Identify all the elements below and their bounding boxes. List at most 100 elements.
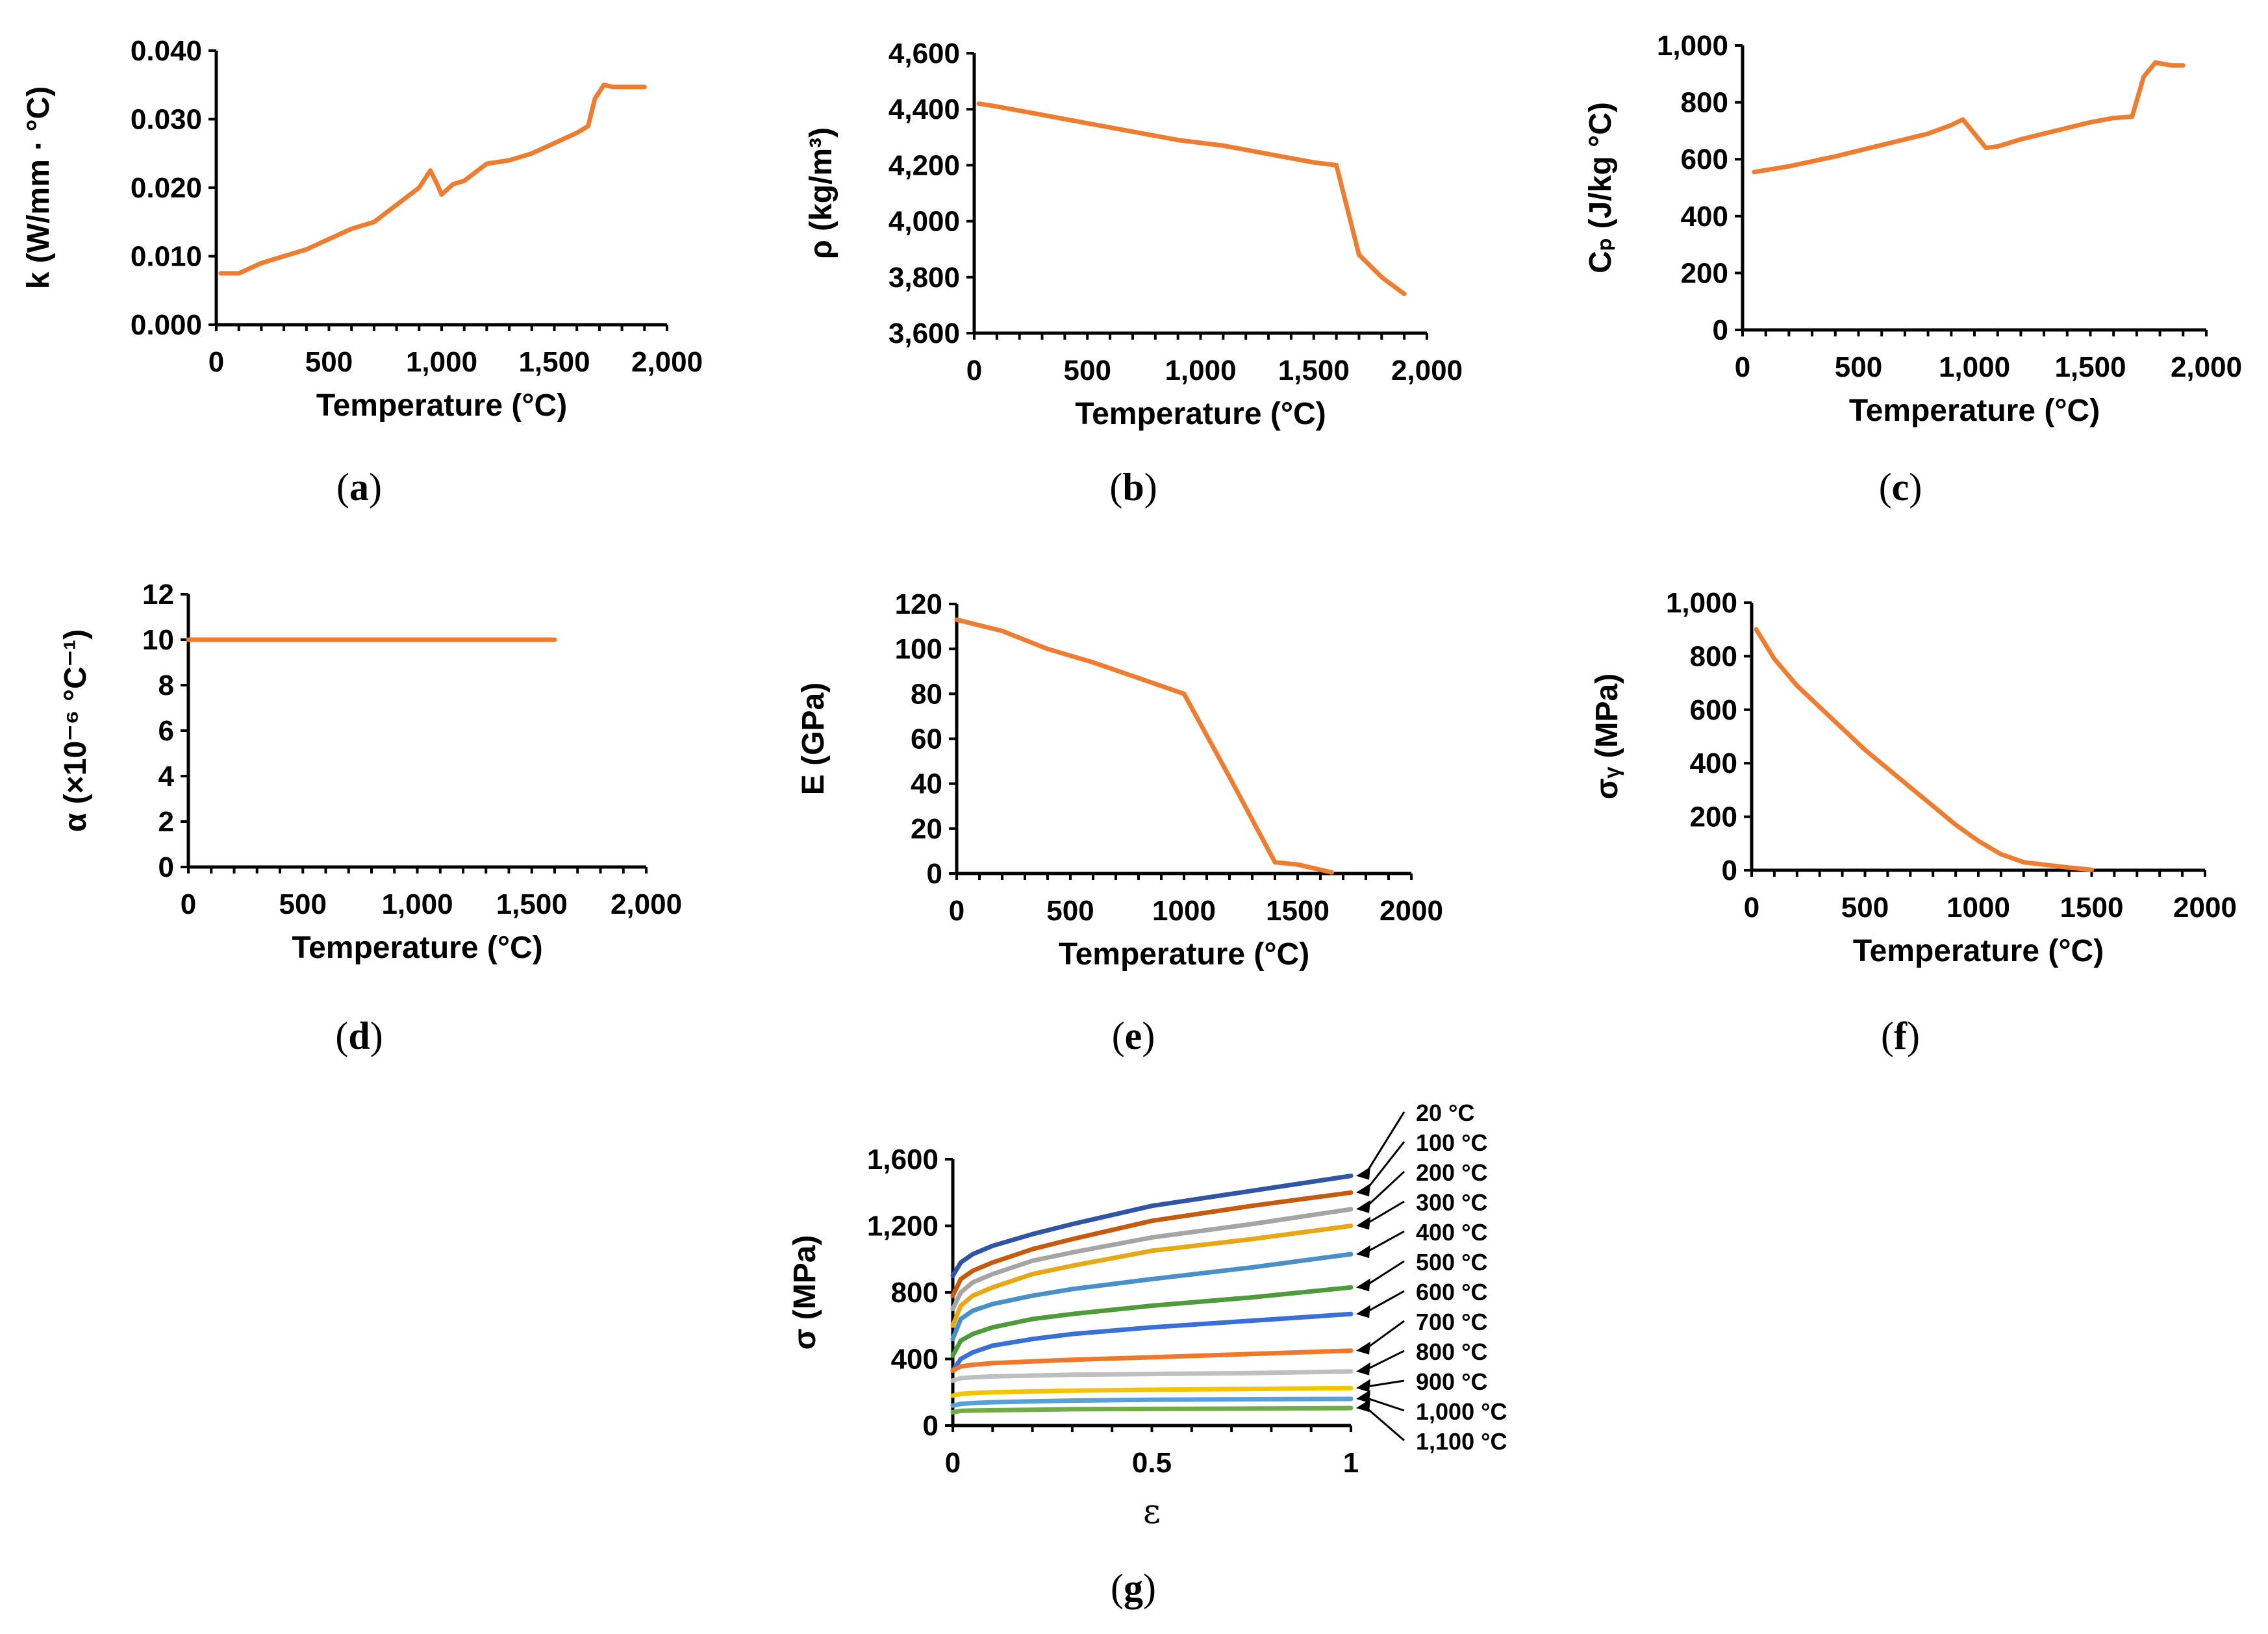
y-tick-label: 3,800 [888, 262, 960, 294]
y-tick-label: 600 [1681, 144, 1728, 175]
legend-arrow-line [1365, 1320, 1405, 1350]
y-tick-label: 0.030 [131, 104, 202, 136]
x-tick-label: 2,000 [631, 346, 703, 378]
y-tick-label: 800 [891, 1277, 939, 1309]
legend-arrow-line [1365, 1200, 1405, 1226]
panel-label: (f) [1881, 1014, 1920, 1057]
x-tick-label: 1,500 [496, 888, 568, 920]
y-tick-label: 40 [911, 768, 942, 800]
panel-label: (a) [336, 466, 382, 509]
y-axis-title: Cₚ (J/kg °C) [1583, 102, 1618, 273]
y-tick-label: 1,000 [1666, 587, 1737, 619]
x-axis-title: Temperature (°C) [1059, 937, 1309, 972]
x-tick-label: 2000 [2173, 892, 2237, 924]
y-tick-label: 0 [927, 858, 942, 890]
legend-label: 1,100 °C [1416, 1428, 1507, 1455]
legend-arrow-line [1364, 1170, 1405, 1209]
chart-panel-a: 0 500 1,000 1,500 2,000 0.000 0.010 0.020 0.030 0… [21, 35, 703, 509]
x-tick-label: 500 [1841, 892, 1889, 924]
legend-label: 500 °C [1416, 1249, 1487, 1276]
y-tick-label: 200 [1690, 801, 1737, 833]
legend-label: 700 °C [1416, 1309, 1487, 1335]
series-line-strain-11 [950, 1405, 1354, 1414]
x-tick-label: 0 [208, 346, 224, 378]
x-tick-label: 1,000 [1939, 351, 2010, 383]
x-tick-label: 0.5 [1132, 1447, 1172, 1479]
y-tick-label: 600 [1690, 694, 1737, 726]
legend-label: 300 °C [1416, 1189, 1487, 1216]
x-tick-label: 500 [1835, 351, 1882, 383]
chart-panel-c: 0 500 1,000 1,500 2,000 0 200 400 600 800 1,000 Tem… [1583, 30, 2242, 509]
y-tick-label: 6 [158, 715, 174, 747]
y-tick-label: 400 [1690, 748, 1737, 779]
legend-arrow-head [1356, 1278, 1370, 1292]
legend-label: 400 °C [1416, 1219, 1487, 1246]
x-tick-label: 2,000 [611, 888, 682, 920]
y-tick-label: 20 [911, 813, 942, 845]
y-tick-label: 0.040 [131, 35, 202, 67]
legend-label: 20 °C [1416, 1100, 1474, 1126]
legend-arrow-line [1364, 1141, 1405, 1192]
chart-panel-e: 0 500 1000 1500 2000 0 20 40 60 80 100 120 Temperatu… [796, 588, 1443, 1057]
chart-panel-f: 0 500 1000 1500 2000 0 200 400 600 800 1,000 Temper… [1590, 587, 2237, 1057]
y-tick-label: 0.020 [131, 172, 202, 204]
y-tick-label: 1,200 [867, 1211, 939, 1242]
x-axis-title: Temperature (°C) [1075, 397, 1326, 431]
legend-arrow-head [1356, 1166, 1370, 1180]
y-tick-label: 400 [891, 1344, 939, 1376]
x-tick-label: 1 [1343, 1447, 1359, 1479]
panel-label: (d) [335, 1014, 383, 1057]
legend-arrow-head [1356, 1379, 1370, 1392]
y-tick-label: 100 [895, 633, 942, 665]
chart-panel-b: 0 500 1,000 1,500 2,000 3,600 3,800 4,000 4,200 4… [804, 38, 1463, 509]
legend-arrow-line [1365, 1379, 1405, 1388]
x-tick-label: 1500 [1266, 895, 1329, 927]
y-tick-label: 8 [158, 670, 174, 701]
y-tick-label: 10 [142, 624, 174, 656]
series-line-strain-1 [950, 1190, 1354, 1298]
series-line-strain-10 [950, 1396, 1354, 1408]
x-tick-label: 1000 [1947, 892, 2010, 924]
legend-label: 800 °C [1416, 1339, 1487, 1365]
y-tick-label: 60 [911, 723, 942, 755]
legend-arrow-head [1356, 1341, 1370, 1355]
y-axis-title: ρ (kg/m³) [804, 127, 838, 259]
x-tick-label: 500 [279, 888, 327, 920]
legend-label: 600 °C [1416, 1279, 1487, 1305]
x-tick-label: 0 [949, 895, 964, 927]
legend-arrow-line [1365, 1396, 1405, 1412]
y-tick-label: 4,200 [888, 149, 960, 181]
y-axis-title: k (W/mm · °C) [21, 86, 56, 290]
x-tick-label: 1,500 [518, 346, 590, 378]
x-tick-label: 0 [1744, 892, 1759, 924]
x-tick-label: 1000 [1152, 895, 1216, 927]
x-tick-label: 0 [1735, 351, 1750, 383]
y-tick-label: 0.010 [131, 241, 202, 273]
y-tick-label: 0 [923, 1410, 939, 1442]
y-axis-title: σᵧ (MPa) [1590, 673, 1624, 799]
series-line-e [954, 617, 1334, 875]
series-line-strain-7 [950, 1348, 1354, 1373]
legend-arrow-head [1356, 1183, 1370, 1197]
legend-label: 1,000 °C [1416, 1398, 1507, 1425]
panel-label: (c) [1879, 466, 1922, 509]
y-tick-label: 400 [1681, 201, 1728, 233]
series-line-strain-8 [950, 1369, 1354, 1383]
y-axis-title: E (GPa) [796, 683, 831, 795]
series-line-strain-2 [950, 1207, 1354, 1312]
x-tick-label: 0 [966, 355, 982, 386]
legend-arrow-line [1364, 1111, 1405, 1175]
legend-arrow-head [1356, 1362, 1370, 1376]
y-axis-title: σ (MPa) [788, 1235, 822, 1350]
y-tick-label: 1,000 [1657, 30, 1728, 62]
y-tick-label: 200 [1681, 257, 1728, 289]
series-line-strain-0 [950, 1174, 1354, 1278]
legend-arrow-line [1365, 1260, 1405, 1287]
series-line-c [1752, 60, 2186, 175]
x-axis-title: Temperature (°C) [1853, 934, 2104, 968]
y-tick-label: 0 [158, 851, 174, 883]
y-tick-label: 2 [158, 806, 174, 838]
x-tick-label: 1,000 [1165, 355, 1236, 386]
y-tick-label: 800 [1681, 87, 1728, 119]
series-line-strain-4 [950, 1251, 1354, 1342]
